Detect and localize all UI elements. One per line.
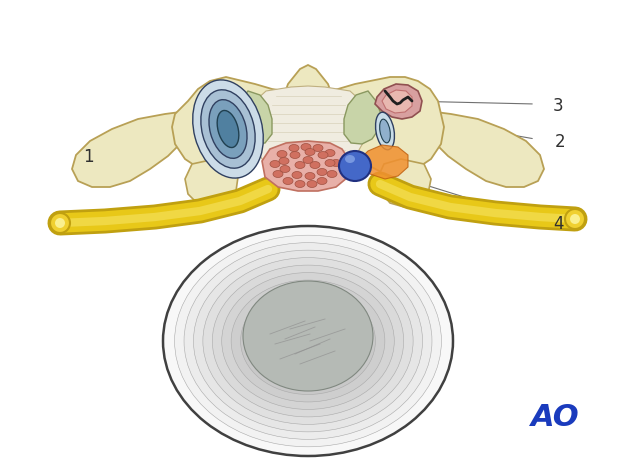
- Ellipse shape: [327, 170, 337, 178]
- Ellipse shape: [565, 209, 585, 229]
- Ellipse shape: [209, 100, 247, 158]
- Text: 4: 4: [553, 215, 563, 233]
- Ellipse shape: [193, 250, 423, 432]
- Ellipse shape: [50, 213, 70, 233]
- Text: 2: 2: [555, 133, 565, 151]
- Ellipse shape: [273, 170, 283, 178]
- Ellipse shape: [317, 168, 327, 175]
- Ellipse shape: [325, 150, 335, 157]
- Text: 3: 3: [552, 97, 564, 115]
- Ellipse shape: [201, 90, 255, 168]
- Ellipse shape: [243, 281, 373, 391]
- Polygon shape: [344, 91, 381, 144]
- Ellipse shape: [175, 235, 441, 447]
- Ellipse shape: [217, 111, 239, 147]
- Ellipse shape: [292, 172, 302, 179]
- Ellipse shape: [295, 162, 305, 168]
- Ellipse shape: [307, 180, 317, 187]
- Ellipse shape: [310, 162, 320, 168]
- Ellipse shape: [295, 180, 305, 187]
- Ellipse shape: [241, 287, 376, 394]
- Ellipse shape: [317, 178, 327, 185]
- Ellipse shape: [280, 166, 290, 173]
- Polygon shape: [185, 159, 238, 207]
- Ellipse shape: [222, 273, 394, 409]
- Ellipse shape: [303, 157, 313, 163]
- Ellipse shape: [231, 280, 385, 402]
- Ellipse shape: [379, 119, 391, 143]
- Ellipse shape: [570, 214, 580, 224]
- Polygon shape: [172, 77, 444, 174]
- Polygon shape: [235, 91, 272, 144]
- Ellipse shape: [345, 155, 355, 163]
- Ellipse shape: [55, 218, 65, 228]
- Ellipse shape: [305, 149, 315, 156]
- Polygon shape: [262, 141, 350, 191]
- Polygon shape: [424, 111, 544, 187]
- Ellipse shape: [331, 159, 341, 167]
- Ellipse shape: [277, 151, 287, 157]
- Polygon shape: [357, 79, 428, 149]
- Ellipse shape: [325, 159, 335, 167]
- Ellipse shape: [184, 243, 432, 439]
- Ellipse shape: [290, 151, 300, 158]
- Ellipse shape: [279, 157, 289, 164]
- Polygon shape: [382, 90, 412, 113]
- Polygon shape: [282, 65, 334, 135]
- Ellipse shape: [305, 173, 315, 179]
- Ellipse shape: [289, 145, 299, 151]
- Polygon shape: [375, 84, 422, 119]
- Ellipse shape: [376, 112, 394, 150]
- Ellipse shape: [339, 151, 371, 181]
- Polygon shape: [360, 145, 408, 179]
- Ellipse shape: [193, 80, 264, 178]
- Ellipse shape: [250, 295, 366, 387]
- Ellipse shape: [270, 161, 280, 168]
- Ellipse shape: [212, 265, 404, 417]
- Text: 1: 1: [82, 148, 94, 166]
- Ellipse shape: [163, 226, 453, 456]
- Polygon shape: [72, 111, 192, 187]
- Polygon shape: [378, 159, 431, 207]
- Ellipse shape: [313, 145, 323, 151]
- Polygon shape: [188, 79, 258, 149]
- Polygon shape: [250, 86, 366, 173]
- Text: AO: AO: [531, 403, 579, 431]
- Ellipse shape: [318, 151, 328, 158]
- Ellipse shape: [203, 257, 413, 425]
- Ellipse shape: [301, 144, 311, 151]
- Ellipse shape: [283, 178, 293, 185]
